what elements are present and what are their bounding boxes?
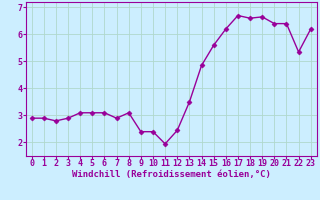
X-axis label: Windchill (Refroidissement éolien,°C): Windchill (Refroidissement éolien,°C) [72, 170, 271, 179]
